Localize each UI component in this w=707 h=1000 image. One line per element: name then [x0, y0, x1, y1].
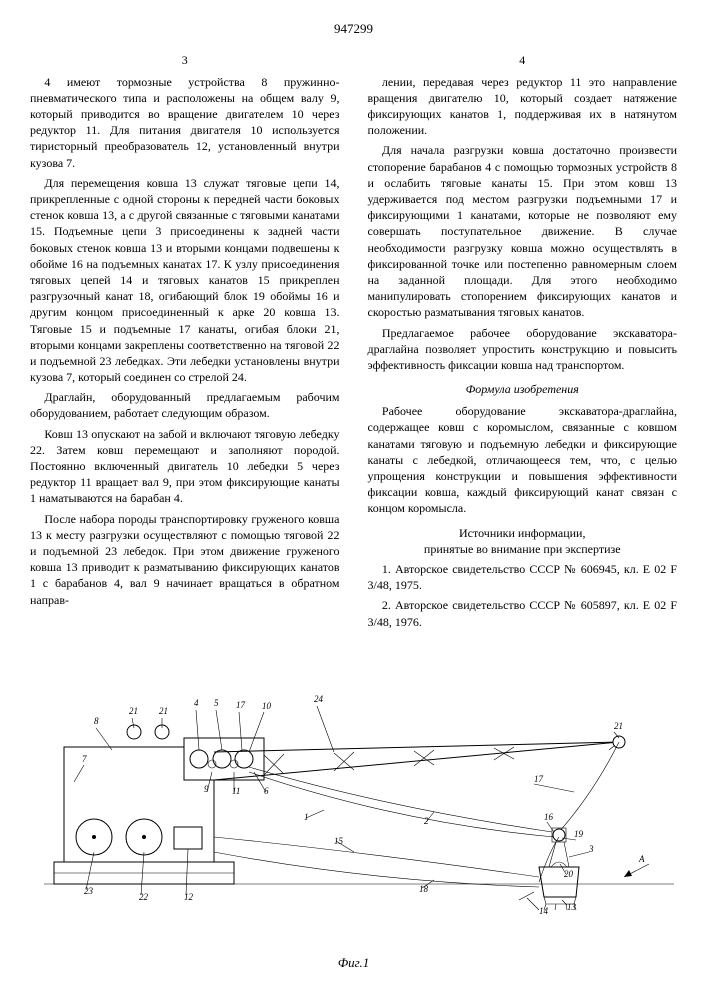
body-paragraph: Для перемещения ковша 13 служат тяговые … — [30, 175, 340, 385]
text-columns: 3 4 имеют тормозные устройства 8 пружинн… — [30, 52, 677, 634]
figure-label: 23 — [84, 886, 94, 896]
figure-label: А — [638, 854, 645, 864]
figure-label: 3 — [588, 844, 594, 854]
formula-heading: Формула изобретения — [368, 381, 678, 397]
figure-label: 9 — [204, 784, 209, 794]
body-paragraph: 4 имеют тормозные устройства 8 пружинно-… — [30, 74, 340, 171]
figure-label: 12 — [184, 892, 194, 902]
left-col-number: 3 — [30, 52, 340, 68]
figure-label: 1 — [304, 812, 309, 822]
figure-label: 8 — [94, 716, 99, 726]
figure-label: 4 — [194, 698, 199, 708]
figure-label: 15 — [334, 836, 344, 846]
source-1: 1. Авторское свидетельство СССР № 606945… — [368, 561, 678, 593]
figure-label: 17 — [236, 700, 246, 710]
figure-label: 21 — [129, 706, 138, 716]
figure-label: 10 — [262, 701, 272, 711]
figure-label: 2 — [424, 816, 429, 826]
figure-label: 20 — [564, 869, 574, 879]
sources-heading: Источники информации, принятые во вниман… — [368, 525, 678, 557]
left-column: 3 4 имеют тормозные устройства 8 пружинн… — [30, 52, 340, 634]
body-paragraph: Предлагаемое рабочее оборудование экскав… — [368, 325, 678, 374]
figure-1: 821214517102421791161152171619320131418А… — [30, 652, 677, 972]
right-col-number: 4 — [368, 52, 678, 68]
figure-label: 24 — [314, 694, 324, 704]
body-paragraph: Ковш 13 опускают на забой и включают тяг… — [30, 426, 340, 507]
figure-label: 21 — [159, 706, 168, 716]
figure-label: 5 — [214, 698, 219, 708]
figure-drawing: 821214517102421791161152171619320131418А… — [34, 652, 674, 952]
figure-label: 22 — [139, 892, 149, 902]
figure-label: 7 — [82, 754, 87, 764]
figure-label: 16 — [544, 812, 554, 822]
figure-label: 13 — [567, 902, 577, 912]
body-paragraph: Драглайн, оборудованный предлагаемым раб… — [30, 389, 340, 421]
figure-label: 18 — [419, 884, 429, 894]
figure-caption: Фиг.1 — [30, 954, 677, 972]
formula-body: Рабочее оборудование экскаватора-драглай… — [368, 403, 678, 516]
figure-label: 17 — [534, 774, 544, 784]
body-paragraph: После набора породы транспортировку груж… — [30, 511, 340, 608]
figure-label: 14 — [539, 906, 549, 916]
figure-label: 6 — [264, 786, 269, 796]
right-column: 4 лении, передавая через редуктор 11 это… — [368, 52, 678, 634]
body-paragraph: лении, передавая через редуктор 11 это н… — [368, 74, 678, 139]
figure-label: 21 — [614, 721, 623, 731]
figure-label: 11 — [232, 786, 240, 796]
document-number: 947299 — [30, 20, 677, 38]
figure-label: 19 — [574, 829, 584, 839]
source-2: 2. Авторское свидетельство СССР № 605897… — [368, 597, 678, 629]
body-paragraph: Для начала разгрузки ковша достаточно пр… — [368, 142, 678, 320]
